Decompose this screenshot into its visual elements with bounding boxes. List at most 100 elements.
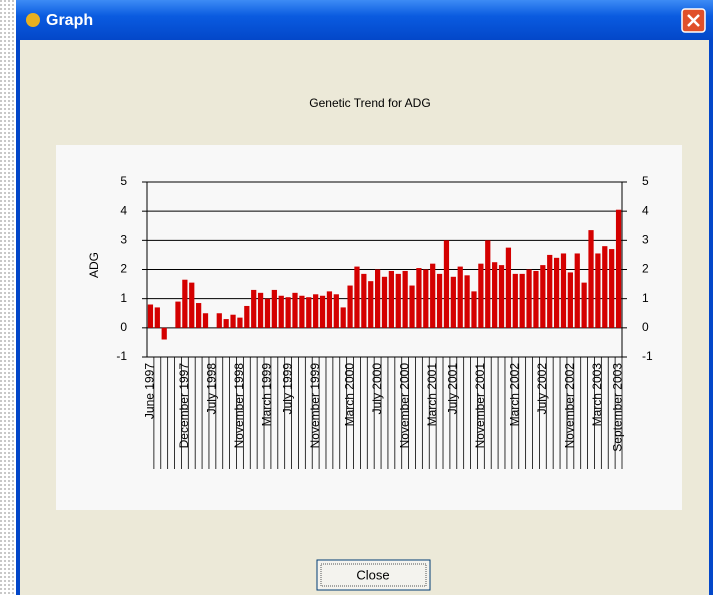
x-tick-label: November 2000 xyxy=(397,363,411,449)
bar xyxy=(574,253,580,328)
bar xyxy=(402,270,408,328)
close-button-label: Close xyxy=(356,567,389,582)
x-tick-label: July 2000 xyxy=(370,363,384,415)
window-title: Graph xyxy=(46,12,93,29)
bar xyxy=(299,295,305,328)
y2-tick-label: 3 xyxy=(642,233,649,247)
bar xyxy=(154,307,160,328)
close-button[interactable]: Close xyxy=(316,559,431,591)
y-tick-label: -1 xyxy=(116,349,127,363)
bar xyxy=(615,209,622,328)
bar xyxy=(450,276,456,328)
bar xyxy=(381,276,388,328)
x-tick-label: September 2003 xyxy=(611,363,625,452)
title-bar xyxy=(16,0,713,40)
bar xyxy=(292,292,298,328)
bar xyxy=(161,327,167,340)
y-tick-label: 1 xyxy=(120,291,127,305)
y2-tick-label: 2 xyxy=(642,262,649,276)
bar xyxy=(306,297,312,328)
bar xyxy=(416,268,422,328)
bar xyxy=(244,305,250,328)
bar xyxy=(271,289,277,328)
bar xyxy=(313,294,319,328)
bar xyxy=(189,282,195,328)
bar xyxy=(609,249,615,328)
x-tick-label: November 1998 xyxy=(232,363,246,449)
bar xyxy=(375,269,381,328)
bar xyxy=(175,301,181,328)
plot-frame xyxy=(146,181,623,358)
bar xyxy=(326,291,333,328)
bar xyxy=(436,273,443,328)
close-window-button[interactable] xyxy=(681,8,706,33)
bar xyxy=(423,269,429,328)
bar xyxy=(533,270,539,328)
bar xyxy=(347,285,353,328)
x-tick-label: July 1999 xyxy=(280,363,294,415)
y-tick-label: 2 xyxy=(120,262,127,276)
bar xyxy=(237,317,243,328)
bar xyxy=(464,275,470,328)
bar xyxy=(319,295,326,328)
x-tick-label: November 2001 xyxy=(473,363,487,449)
bar xyxy=(547,254,553,328)
y2-tick-label: 1 xyxy=(642,291,649,305)
bar xyxy=(471,291,477,328)
bar xyxy=(147,304,154,328)
bar xyxy=(581,282,587,328)
bar xyxy=(457,266,463,328)
x-tick-label: March 2001 xyxy=(425,363,439,427)
bar xyxy=(196,303,202,328)
y2-tick-label: 0 xyxy=(642,320,649,334)
bar xyxy=(492,262,498,328)
bar xyxy=(257,292,264,328)
bar xyxy=(182,279,188,328)
x-tick-label: July 1998 xyxy=(205,363,219,415)
bar xyxy=(567,272,573,328)
x-tick-label: March 2003 xyxy=(590,363,604,427)
bar xyxy=(553,257,560,328)
bar xyxy=(588,230,594,328)
bar xyxy=(340,307,346,328)
x-tick-label: March 1999 xyxy=(260,363,274,427)
x-tick-label: December 1997 xyxy=(177,363,191,449)
bar xyxy=(526,269,532,328)
bar xyxy=(498,265,505,328)
x-tick-label: July 2001 xyxy=(446,363,460,415)
bar xyxy=(602,246,608,328)
bar xyxy=(512,273,518,328)
bar xyxy=(223,319,229,328)
bar xyxy=(368,281,374,328)
x-tick-label: July 2002 xyxy=(535,363,549,415)
y-tick-label: 4 xyxy=(120,203,127,217)
bar xyxy=(216,313,222,328)
bar xyxy=(251,289,257,328)
bar xyxy=(485,240,491,328)
y-tick-label: 0 xyxy=(120,320,127,334)
x-tick-label: November 2002 xyxy=(563,363,577,449)
bar xyxy=(278,295,284,328)
bar xyxy=(560,253,567,328)
bar xyxy=(285,297,291,328)
bar xyxy=(333,294,339,328)
y-axis-label: ADG xyxy=(87,252,101,278)
y2-tick-label: 4 xyxy=(642,203,649,217)
bar xyxy=(595,253,601,328)
bar xyxy=(540,265,546,328)
y2-tick-label: 5 xyxy=(642,174,649,188)
bar xyxy=(430,263,436,328)
chart-title: Genetic Trend for ADG xyxy=(309,96,430,110)
bar xyxy=(202,313,209,328)
y-tick-label: 5 xyxy=(120,174,127,188)
bar xyxy=(478,263,484,328)
bar xyxy=(505,247,512,328)
bar xyxy=(354,266,360,328)
bar xyxy=(388,270,394,328)
x-tick-label: March 2002 xyxy=(507,363,521,427)
bar xyxy=(443,240,450,328)
bar xyxy=(264,298,271,328)
bar xyxy=(361,273,367,328)
bar xyxy=(409,285,415,328)
